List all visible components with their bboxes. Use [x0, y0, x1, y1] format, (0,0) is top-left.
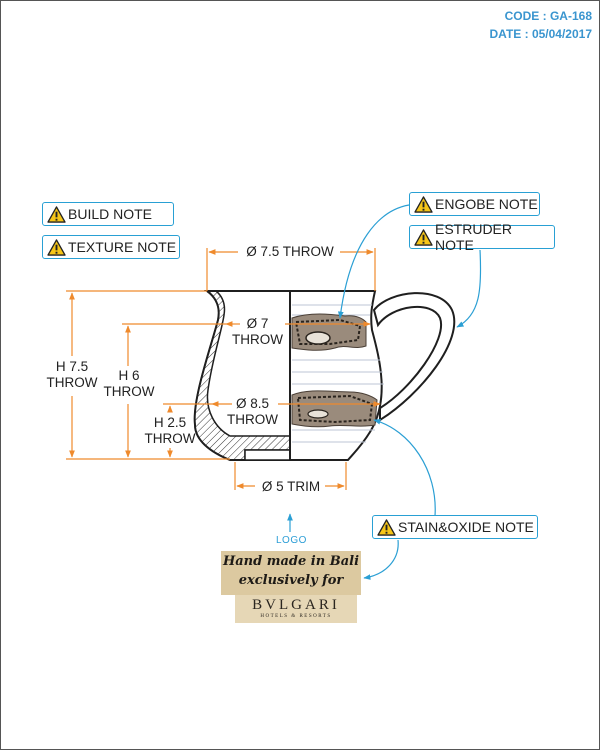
dim-belly-diameter-value: Ø 8.5 [235, 396, 270, 411]
dim-base-diameter: Ø 5 TRIM [261, 479, 321, 494]
dimension-lines [66, 248, 381, 490]
build-note-label: BUILD NOTE [68, 206, 153, 222]
estruder-note-box[interactable]: ESTRUDER NOTE [409, 221, 555, 253]
dim-height-low-unit: THROW [144, 431, 196, 446]
dim-height-total: H 7.5 THROW [42, 359, 102, 391]
dim-height-mid-unit: THROW [103, 384, 155, 399]
warning-triangle-icon [47, 238, 66, 256]
logo-tag-paper-lower [235, 595, 357, 623]
dim-height-low-value: H 2.5 [153, 415, 187, 430]
warning-triangle-icon [414, 228, 433, 246]
cup-handle [372, 292, 456, 422]
logo-tag: Hand made in Bali exclusively for BVLGAR… [221, 551, 361, 623]
logo-label: LOGO [276, 535, 307, 546]
logo-tag-paper [221, 551, 361, 595]
warning-triangle-icon [414, 195, 433, 213]
logo-text-handmade: Hand made in Bali [222, 554, 360, 569]
dim-inner-diameter: Ø 7 THROW [225, 316, 290, 348]
decor-band-lower [291, 390, 378, 428]
stain-oxide-note-box[interactable]: STAIN&OXIDE NOTE [372, 515, 538, 539]
estruder-note-label: ESTRUDER NOTE [435, 221, 513, 253]
engobe-note-label: ENGOBE NOTE [435, 196, 538, 212]
drawing-date: DATE : 05/04/2017 [489, 27, 593, 41]
dim-height-low: H 2.5 THROW [141, 415, 199, 447]
dim-top-diameter: Ø 7.5 THROW [246, 244, 334, 259]
decor-band-upper [291, 313, 367, 351]
texture-note-label: TEXTURE NOTE [68, 239, 177, 255]
warning-triangle-icon [377, 518, 396, 536]
drawing-code: CODE : GA-168 [504, 9, 592, 23]
logo-brand-sub: HOTELS & RESORTS [260, 614, 332, 619]
engobe-note-box[interactable]: ENGOBE NOTE [409, 192, 540, 216]
cup-texture-lines [292, 304, 384, 443]
cup-foot [244, 449, 291, 461]
dim-belly-diameter-unit: THROW [227, 412, 278, 427]
dim-inner-diameter-value: Ø 7 [246, 316, 269, 331]
dim-height-mid-value: H 6 [118, 368, 140, 383]
build-note-box[interactable]: BUILD NOTE [42, 202, 174, 226]
dim-height-total-unit: THROW [46, 375, 98, 390]
dim-height-mid: H 6 THROW [100, 368, 158, 400]
logo-brand: BVLGARI [252, 597, 340, 613]
stain-oxide-note-label: STAIN&OXIDE NOTE [398, 519, 534, 535]
dim-height-total-value: H 7.5 [55, 359, 89, 374]
dim-belly-diameter: Ø 8.5 THROW [220, 396, 285, 428]
dim-inner-diameter-unit: THROW [232, 332, 283, 347]
warning-triangle-icon [47, 205, 66, 223]
texture-note-box[interactable]: TEXTURE NOTE [42, 235, 180, 259]
logo-text-exclusive: exclusively for [238, 573, 344, 588]
cup-drawing [193, 290, 456, 461]
callout-leaders [287, 204, 482, 580]
